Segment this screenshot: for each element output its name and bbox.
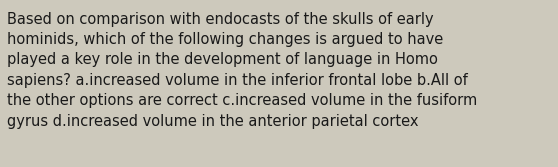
Text: Based on comparison with endocasts of the skulls of early
hominids, which of the: Based on comparison with endocasts of th… [7, 12, 478, 129]
